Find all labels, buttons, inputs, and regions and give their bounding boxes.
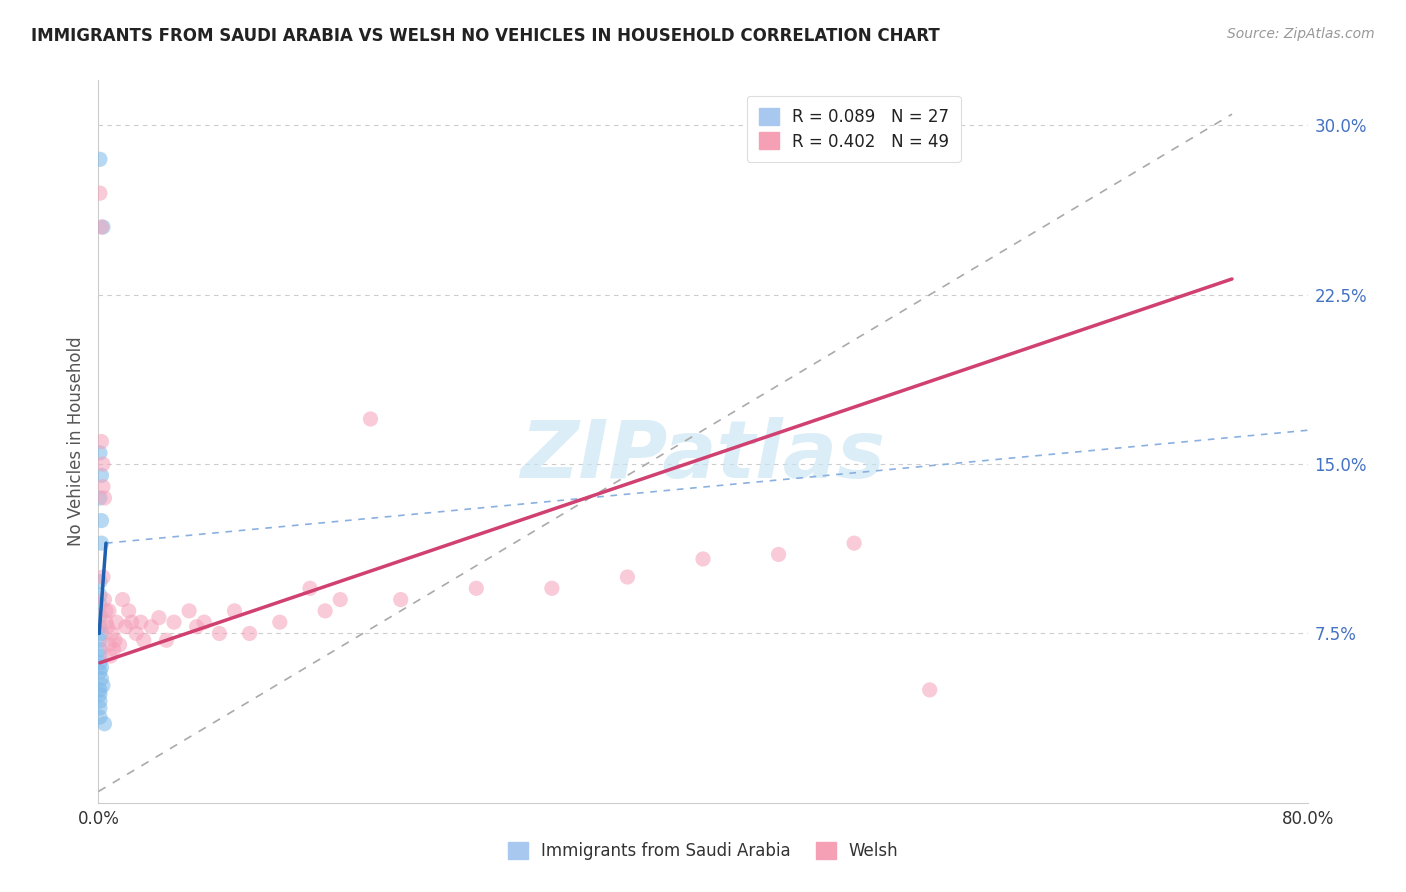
Point: [89, 574, 111, 589]
Point: [89, 687, 111, 701]
Point: [91, 457, 114, 471]
Point: [465, 582, 488, 596]
Point: [89, 446, 111, 460]
Point: [91, 220, 114, 235]
Point: [89, 682, 111, 697]
Point: [918, 682, 941, 697]
Point: [129, 615, 152, 630]
Legend: Immigrants from Saudi Arabia, Welsh: Immigrants from Saudi Arabia, Welsh: [501, 835, 905, 867]
Point: [90, 626, 112, 640]
Point: [121, 615, 143, 630]
Point: [540, 582, 562, 596]
Point: [89, 608, 111, 623]
Point: [94, 604, 117, 618]
Point: [89, 597, 111, 611]
Point: [105, 615, 128, 630]
Point: [93, 716, 115, 731]
Point: [89, 588, 111, 602]
Point: [89, 648, 111, 663]
Text: Source: ZipAtlas.com: Source: ZipAtlas.com: [1227, 27, 1375, 41]
Point: [89, 656, 111, 670]
Point: [314, 604, 336, 618]
Point: [114, 620, 136, 634]
Point: [616, 570, 638, 584]
Point: [90, 536, 112, 550]
Point: [692, 552, 714, 566]
Point: [132, 633, 155, 648]
Point: [389, 592, 412, 607]
Point: [329, 592, 352, 607]
Point: [98, 638, 121, 652]
Point: [100, 648, 122, 663]
Point: [91, 678, 114, 692]
Point: [89, 633, 111, 648]
Text: ZIPatlas: ZIPatlas: [520, 417, 886, 495]
Point: [89, 694, 111, 708]
Point: [89, 620, 111, 634]
Point: [89, 153, 111, 167]
Point: [193, 615, 215, 630]
Point: [208, 626, 231, 640]
Point: [163, 615, 186, 630]
Point: [101, 626, 124, 640]
Point: [90, 468, 112, 483]
Point: [89, 491, 111, 505]
Point: [90, 660, 112, 674]
Point: [104, 633, 127, 648]
Text: IMMIGRANTS FROM SAUDI ARABIA VS WELSH NO VEHICLES IN HOUSEHOLD CORRELATION CHART: IMMIGRANTS FROM SAUDI ARABIA VS WELSH NO…: [31, 27, 939, 45]
Point: [96, 620, 118, 634]
Point: [768, 548, 790, 562]
Point: [103, 642, 125, 657]
Point: [224, 604, 246, 618]
Point: [125, 626, 148, 640]
Point: [89, 710, 111, 724]
Point: [844, 536, 866, 550]
Point: [186, 620, 208, 634]
Point: [89, 665, 111, 679]
Point: [90, 434, 112, 449]
Point: [299, 582, 322, 596]
Point: [108, 638, 131, 652]
Point: [179, 604, 201, 618]
Point: [98, 604, 121, 618]
Point: [94, 615, 117, 630]
Point: [90, 220, 112, 235]
Point: [239, 626, 262, 640]
Point: [269, 615, 291, 630]
Point: [89, 642, 111, 657]
Point: [118, 604, 141, 618]
Point: [90, 672, 112, 686]
Point: [91, 570, 114, 584]
Y-axis label: No Vehicles in Household: No Vehicles in Household: [66, 336, 84, 547]
Point: [93, 491, 115, 505]
Point: [89, 701, 111, 715]
Point: [91, 480, 114, 494]
Point: [111, 592, 134, 607]
Point: [360, 412, 382, 426]
Point: [89, 186, 111, 201]
Point: [141, 620, 163, 634]
Point: [148, 610, 170, 624]
Point: [155, 633, 177, 648]
Point: [90, 514, 112, 528]
Point: [93, 592, 115, 607]
